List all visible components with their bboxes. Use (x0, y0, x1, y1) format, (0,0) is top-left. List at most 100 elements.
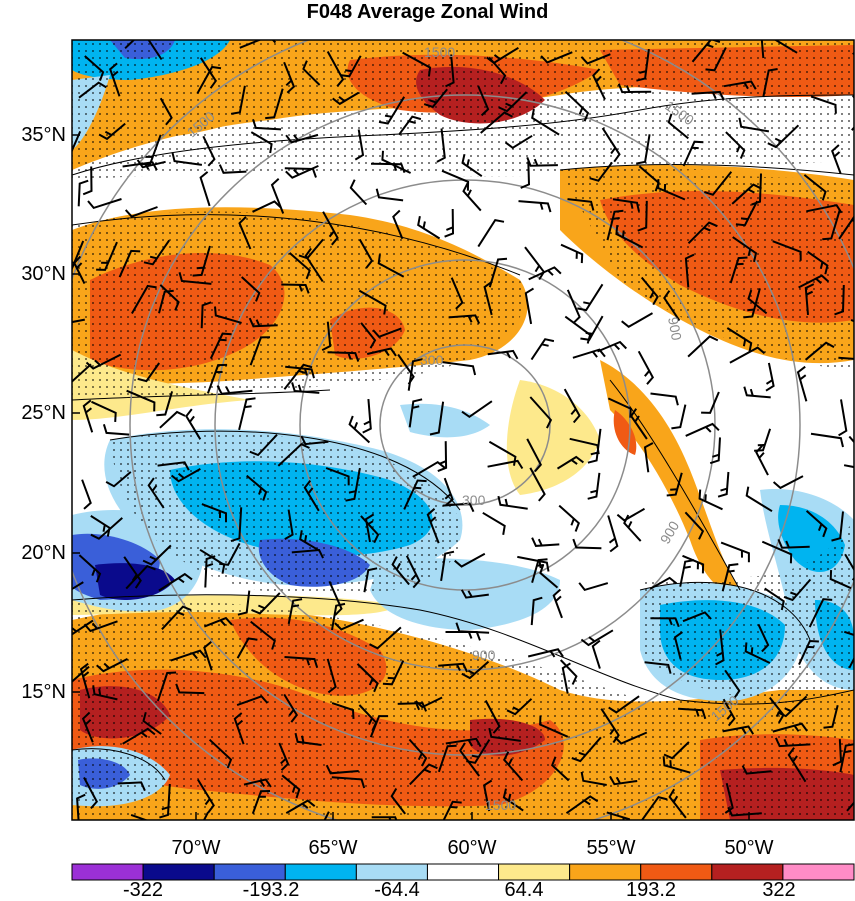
wind-barb (615, 224, 644, 249)
wind-barb (436, 128, 446, 163)
wind-barb (685, 422, 720, 437)
wind-barb (502, 751, 524, 782)
wind-barb (328, 580, 343, 616)
wind-barb (577, 283, 604, 312)
wind-barb (482, 779, 493, 812)
wind-barb (829, 570, 852, 590)
map-field (72, 40, 854, 820)
wind-barb (580, 315, 604, 341)
wind-barb (378, 96, 406, 125)
wind-barb (200, 301, 212, 329)
wind-barb (246, 474, 268, 501)
wind-barb (175, 683, 205, 695)
wind-barb (331, 776, 366, 789)
wind-barb (241, 276, 261, 302)
wind-barb (640, 276, 659, 306)
wind-barb (673, 631, 683, 660)
wind-barb (209, 332, 232, 360)
wind-barb (137, 362, 161, 383)
wind-barb (250, 131, 273, 154)
wind-barb (657, 179, 686, 201)
wind-barb (518, 200, 552, 213)
wind-barb (219, 542, 241, 566)
wind-barb (744, 642, 771, 664)
wind-barb (250, 620, 276, 650)
wind-barb (203, 641, 213, 671)
wind-barb (580, 53, 611, 65)
wind-barb (528, 266, 562, 281)
wind-barb (382, 660, 405, 686)
wind-barb (729, 256, 748, 284)
wind-barb (831, 511, 844, 542)
wind-barb (762, 68, 778, 98)
colorbar-label: 64.4 (504, 879, 544, 901)
wind-barb (77, 179, 89, 207)
wind-barb (735, 200, 759, 227)
wind-barb (717, 471, 730, 498)
wind-barb (327, 351, 360, 362)
wind-barb (321, 321, 332, 351)
wind-barb (294, 732, 322, 746)
wind-barb (204, 555, 216, 588)
wind-barb (283, 363, 313, 390)
wind-barb (810, 95, 837, 114)
wind-barb (698, 489, 723, 511)
wind-barb (477, 218, 505, 248)
lon-label-65w: 65°W (308, 837, 358, 859)
wind-barb (126, 389, 156, 412)
wind-barb (334, 618, 364, 631)
wind-barb (202, 135, 216, 167)
wind-barb (565, 795, 599, 815)
colorbar (71, 863, 855, 881)
wind-barb (823, 704, 839, 729)
wind-barb (159, 97, 173, 126)
wind-barb (488, 727, 521, 742)
wind-barb (358, 238, 374, 269)
wind-barb (743, 386, 771, 399)
wind-barb (72, 363, 92, 383)
wind-barb (709, 437, 721, 465)
wind-barb (249, 336, 271, 366)
wind-barb (124, 40, 136, 50)
wind-barb (637, 350, 655, 385)
wind-barb (322, 211, 339, 246)
wind-barb (170, 468, 201, 483)
wind-barb (751, 173, 762, 206)
wind-barb (230, 507, 243, 543)
wind-barb (540, 51, 573, 64)
wind-barb (807, 250, 829, 275)
wind-barb (81, 479, 92, 510)
lon-label-50w: 50°W (724, 837, 774, 859)
colorbar-label: 322 (762, 879, 796, 901)
wind-barb (161, 605, 192, 630)
wind-barb (745, 486, 773, 513)
wind-barb (398, 115, 422, 136)
wind-barb (105, 471, 132, 488)
wind-barb (403, 479, 427, 510)
wind-barb (504, 134, 533, 150)
wind-barb (636, 48, 650, 82)
ring-label: 1500 (424, 44, 455, 60)
wind-barb (291, 382, 320, 394)
wind-barb (477, 85, 490, 117)
axis-ticks (72, 134, 750, 820)
wind-barb (248, 317, 278, 328)
colorbar-swatch (498, 863, 571, 881)
wind-barb (402, 51, 432, 77)
wind-barb (487, 349, 519, 360)
wind-barb (158, 289, 174, 314)
wind-barb (178, 272, 212, 285)
colorbar-swatch (426, 863, 500, 881)
wind-barb (580, 629, 614, 647)
wind-barb (131, 284, 157, 314)
wind-barb (185, 408, 202, 440)
wind-barb (171, 152, 203, 166)
wind-barb (643, 442, 654, 473)
wind-barb (488, 440, 517, 466)
wind-barb (738, 117, 770, 133)
wind-barb (270, 178, 285, 214)
wind-barb (72, 581, 84, 591)
wind-barb (609, 775, 638, 786)
wind-barb (725, 131, 746, 159)
wind-barb (777, 539, 810, 549)
